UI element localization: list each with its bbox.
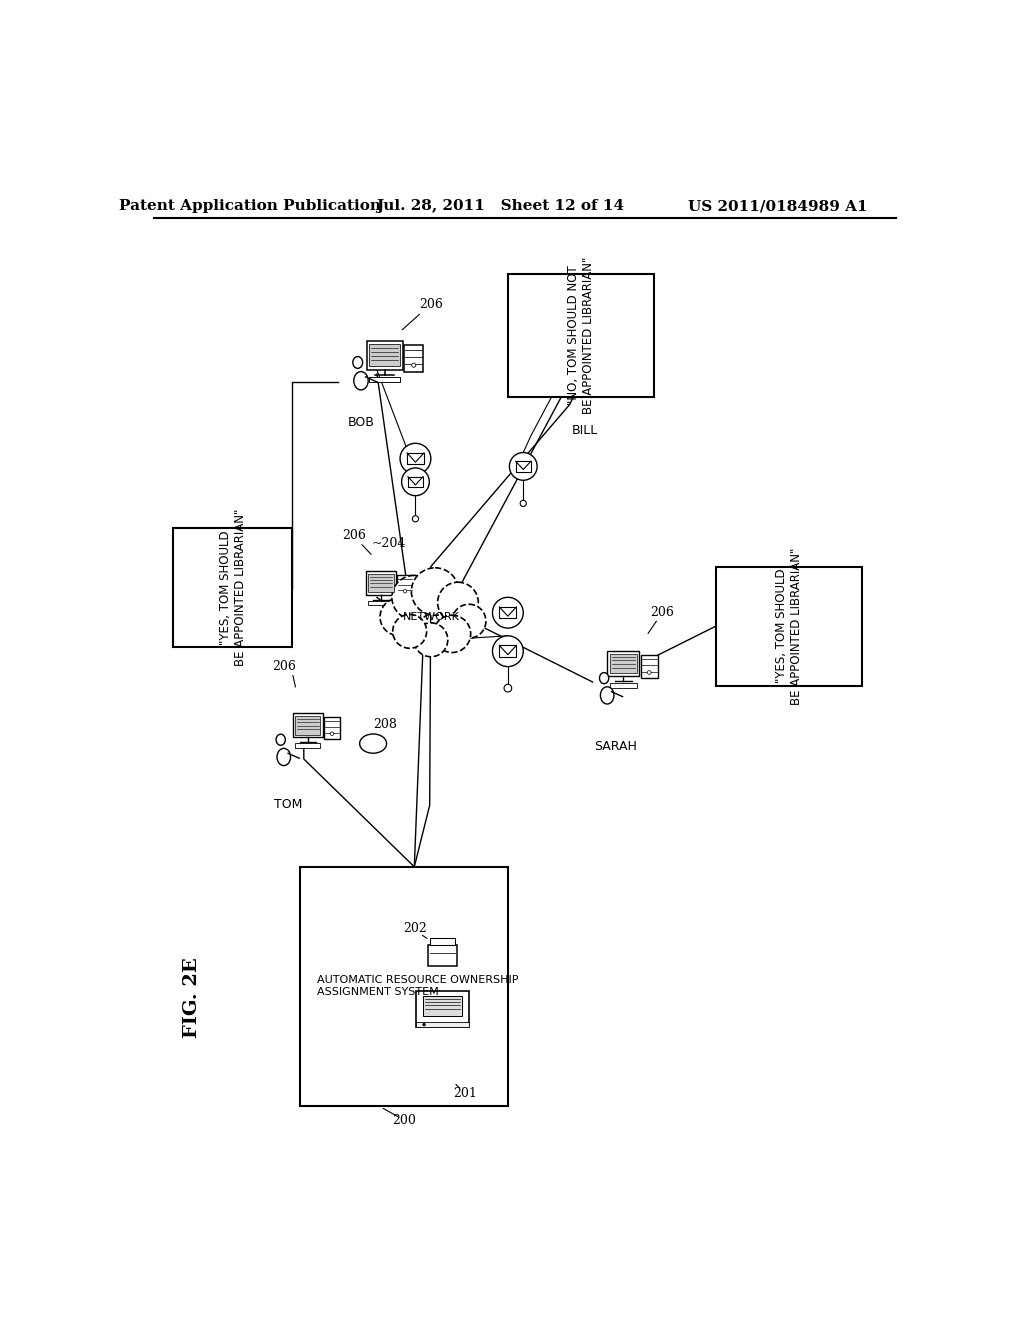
Text: 208: 208 xyxy=(373,718,396,731)
Ellipse shape xyxy=(353,356,362,368)
FancyBboxPatch shape xyxy=(610,653,637,673)
FancyBboxPatch shape xyxy=(641,655,657,678)
Text: 206: 206 xyxy=(342,529,366,543)
Text: 200: 200 xyxy=(392,1114,416,1127)
Text: NETWORK: NETWORK xyxy=(402,611,460,622)
Circle shape xyxy=(433,615,471,652)
Circle shape xyxy=(504,684,512,692)
Circle shape xyxy=(493,636,523,667)
Text: US 2011/0184989 A1: US 2011/0184989 A1 xyxy=(687,199,867,213)
FancyBboxPatch shape xyxy=(570,383,599,388)
Circle shape xyxy=(509,453,538,480)
Circle shape xyxy=(412,363,416,367)
Ellipse shape xyxy=(276,734,286,746)
Text: 201: 201 xyxy=(454,1088,477,1101)
FancyBboxPatch shape xyxy=(607,651,639,676)
Ellipse shape xyxy=(395,590,467,636)
Text: 202: 202 xyxy=(403,921,427,935)
Text: "NO, TOM SHOULD NOT
BE APPOINTED LIBRARIAN": "NO, TOM SHOULD NOT BE APPOINTED LIBRARI… xyxy=(567,257,595,414)
Circle shape xyxy=(423,1023,425,1026)
FancyBboxPatch shape xyxy=(423,997,462,1016)
FancyBboxPatch shape xyxy=(397,574,413,597)
Text: SARAH: SARAH xyxy=(594,739,637,752)
Text: "YES, TOM SHOULD
BE APPOINTED LIBRARIAN": "YES, TOM SHOULD BE APPOINTED LIBRARIAN" xyxy=(218,510,247,667)
Circle shape xyxy=(437,582,478,623)
Circle shape xyxy=(392,576,436,619)
FancyBboxPatch shape xyxy=(295,715,321,734)
FancyBboxPatch shape xyxy=(416,1022,469,1027)
Text: Jul. 28, 2011   Sheet 12 of 14: Jul. 28, 2011 Sheet 12 of 14 xyxy=(376,199,625,213)
FancyBboxPatch shape xyxy=(173,528,292,647)
Text: 206: 206 xyxy=(561,298,586,312)
Circle shape xyxy=(647,671,651,675)
FancyBboxPatch shape xyxy=(500,645,516,657)
Circle shape xyxy=(403,590,407,593)
FancyBboxPatch shape xyxy=(568,350,602,376)
Ellipse shape xyxy=(599,673,608,684)
Circle shape xyxy=(401,469,429,496)
FancyBboxPatch shape xyxy=(428,945,458,966)
Text: BOB: BOB xyxy=(348,416,375,429)
Circle shape xyxy=(330,733,334,735)
FancyBboxPatch shape xyxy=(295,743,321,748)
Ellipse shape xyxy=(600,686,614,704)
FancyBboxPatch shape xyxy=(404,346,424,372)
FancyBboxPatch shape xyxy=(300,867,508,1106)
Text: TOM: TOM xyxy=(274,797,303,810)
Ellipse shape xyxy=(566,379,580,396)
FancyBboxPatch shape xyxy=(293,713,323,738)
Circle shape xyxy=(413,516,419,521)
Circle shape xyxy=(520,500,526,507)
FancyBboxPatch shape xyxy=(508,275,654,397)
Text: BILL: BILL xyxy=(571,424,598,437)
FancyBboxPatch shape xyxy=(610,682,637,688)
Ellipse shape xyxy=(353,372,369,389)
FancyBboxPatch shape xyxy=(370,345,400,366)
Text: Patent Application Publication: Patent Application Publication xyxy=(119,199,381,213)
Text: AUTOMATIC RESOURCE OWNERSHIP
ASSIGNMENT SYSTEM: AUTOMATIC RESOURCE OWNERSHIP ASSIGNMENT … xyxy=(316,975,518,997)
FancyBboxPatch shape xyxy=(500,607,516,619)
FancyBboxPatch shape xyxy=(368,601,393,606)
FancyBboxPatch shape xyxy=(408,477,423,487)
Circle shape xyxy=(452,605,486,638)
FancyBboxPatch shape xyxy=(416,991,469,1027)
Circle shape xyxy=(400,444,431,474)
Circle shape xyxy=(380,598,418,635)
FancyBboxPatch shape xyxy=(516,461,530,471)
FancyBboxPatch shape xyxy=(368,574,393,593)
Text: FIG. 2E: FIG. 2E xyxy=(183,957,201,1038)
Text: ~204: ~204 xyxy=(372,537,406,550)
FancyBboxPatch shape xyxy=(366,570,396,595)
Ellipse shape xyxy=(565,364,574,376)
Text: 206: 206 xyxy=(419,298,443,312)
FancyBboxPatch shape xyxy=(430,939,455,945)
Circle shape xyxy=(493,597,523,628)
FancyBboxPatch shape xyxy=(370,376,400,383)
FancyBboxPatch shape xyxy=(324,717,340,739)
Ellipse shape xyxy=(278,748,291,766)
Text: 206: 206 xyxy=(272,660,297,673)
FancyBboxPatch shape xyxy=(716,566,862,686)
Circle shape xyxy=(393,614,427,648)
Circle shape xyxy=(610,371,614,375)
FancyBboxPatch shape xyxy=(367,341,402,370)
Text: "YES, TOM SHOULD
BE APPOINTED LIBRARIAN": "YES, TOM SHOULD BE APPOINTED LIBRARIAN" xyxy=(775,548,803,705)
Circle shape xyxy=(414,623,447,657)
FancyBboxPatch shape xyxy=(603,354,622,379)
FancyBboxPatch shape xyxy=(407,453,424,465)
Circle shape xyxy=(412,568,459,615)
Text: 206: 206 xyxy=(650,606,674,619)
FancyBboxPatch shape xyxy=(570,352,599,374)
Ellipse shape xyxy=(359,734,387,754)
